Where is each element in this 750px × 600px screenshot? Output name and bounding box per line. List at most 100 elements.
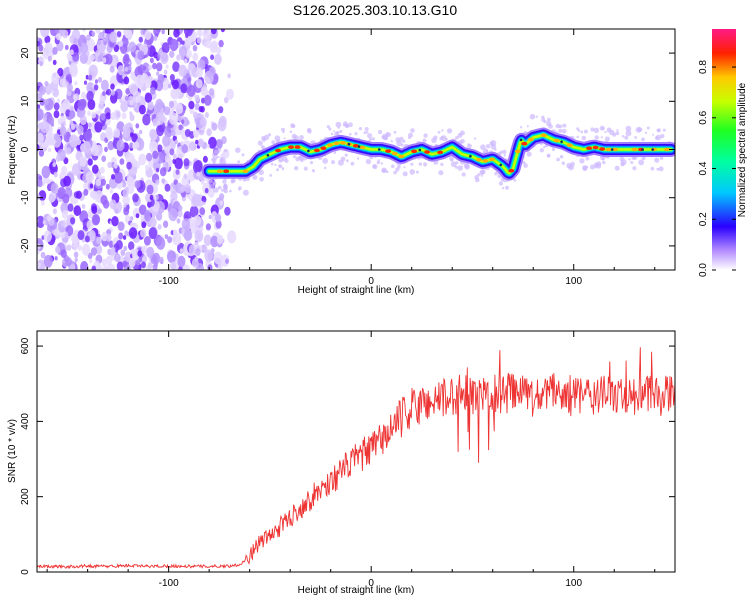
noise-speckle <box>109 247 116 256</box>
noise-speckle <box>40 120 50 134</box>
noise-speckle <box>210 54 215 60</box>
noise-speckle <box>70 123 76 130</box>
noise-speckle <box>175 253 179 259</box>
noise-speckle <box>217 262 223 270</box>
noise-speckle <box>95 29 101 34</box>
noise-speckle <box>177 255 186 268</box>
noise-speckle <box>97 76 103 83</box>
halo-speckle <box>252 174 258 180</box>
noise-speckle <box>180 83 188 94</box>
noise-speckle <box>73 251 79 258</box>
halo-speckle <box>217 185 222 190</box>
noise-speckle <box>139 129 143 135</box>
ridge-peak <box>385 149 392 153</box>
noise-speckle <box>62 121 66 127</box>
noise-speckle <box>38 149 45 157</box>
halo-speckle <box>576 135 579 139</box>
noise-speckle <box>172 158 176 164</box>
halo-speckle <box>371 137 375 141</box>
halo-speckle <box>494 172 498 176</box>
noise-speckle <box>149 140 158 153</box>
noise-speckle <box>95 178 102 187</box>
noise-speckle <box>157 121 161 126</box>
noise-speckle <box>142 65 147 71</box>
noise-speckle <box>195 79 203 89</box>
noise-speckle <box>111 216 119 227</box>
ridge-peak <box>326 143 333 147</box>
noise-speckle <box>194 94 200 102</box>
halo-speckle <box>303 166 308 171</box>
halo-speckle <box>291 124 296 128</box>
noise-speckle <box>43 52 49 60</box>
halo-speckle <box>292 155 296 159</box>
noise-speckle <box>152 62 157 70</box>
noise-speckle <box>183 173 188 179</box>
noise-speckle <box>214 53 222 65</box>
noise-speckle <box>194 229 204 243</box>
noise-speckle <box>109 189 114 194</box>
halo-speckle <box>654 157 660 163</box>
halo-speckle <box>558 124 563 129</box>
noise-speckle <box>101 121 105 127</box>
noise-speckle <box>169 38 179 52</box>
noise-speckle <box>53 102 60 111</box>
halo-speckle <box>654 136 659 140</box>
noise-speckle <box>100 113 106 121</box>
noise-speckle <box>91 205 98 214</box>
ridge-dot <box>307 149 310 153</box>
noise-speckle <box>125 88 131 95</box>
halo-speckle <box>431 137 437 143</box>
noise-speckle <box>74 257 78 263</box>
xtick-label: 100 <box>565 276 582 287</box>
noise-speckle <box>123 76 130 85</box>
noise-speckle <box>120 101 129 113</box>
noise-speckle <box>192 45 198 52</box>
noise-speckle <box>152 118 159 127</box>
noise-speckle <box>124 66 129 72</box>
noise-speckle <box>215 213 222 223</box>
noise-speckle <box>172 236 176 241</box>
noise-speckle <box>181 144 188 154</box>
noise-speckle <box>105 183 110 190</box>
noise-speckle <box>71 29 81 41</box>
noise-speckle <box>101 258 108 267</box>
noise-speckle <box>165 64 169 69</box>
noise-speckle <box>152 150 159 159</box>
noise-speckle <box>148 227 158 240</box>
halo-speckle <box>258 169 265 176</box>
noise-speckle <box>82 141 92 154</box>
noise-speckle <box>60 220 65 227</box>
noise-speckle <box>160 52 169 65</box>
halo-speckle <box>221 188 224 192</box>
ridge-dot <box>610 148 614 151</box>
noise-speckle <box>69 110 76 119</box>
halo-speckle <box>614 165 620 171</box>
noise-speckle <box>227 73 231 79</box>
halo-speckle <box>397 165 401 169</box>
noise-speckle <box>227 230 237 244</box>
halo-speckle <box>337 126 340 129</box>
halo-speckle <box>418 162 422 166</box>
noise-speckle <box>192 52 199 62</box>
noise-speckle <box>113 109 121 121</box>
halo-speckle <box>229 189 232 193</box>
halo-speckle <box>291 133 297 139</box>
noise-speckle <box>94 79 99 84</box>
noise-speckle <box>126 161 132 170</box>
noise-speckle <box>178 124 183 131</box>
noise-speckle <box>37 40 41 47</box>
noise-speckle <box>124 95 129 101</box>
noise-speckle <box>117 221 125 231</box>
halo-speckle <box>596 161 602 167</box>
noise-speckle <box>126 176 135 188</box>
noise-speckle <box>86 219 94 230</box>
noise-speckle <box>80 261 89 270</box>
noise-speckle <box>116 261 124 270</box>
halo-speckle <box>399 136 404 141</box>
noise-speckle <box>116 139 125 152</box>
noise-speckle <box>47 55 52 62</box>
halo-speckle <box>223 190 226 193</box>
noise-speckle <box>51 72 60 85</box>
noise-speckle <box>181 119 185 125</box>
noise-speckle <box>94 49 104 63</box>
